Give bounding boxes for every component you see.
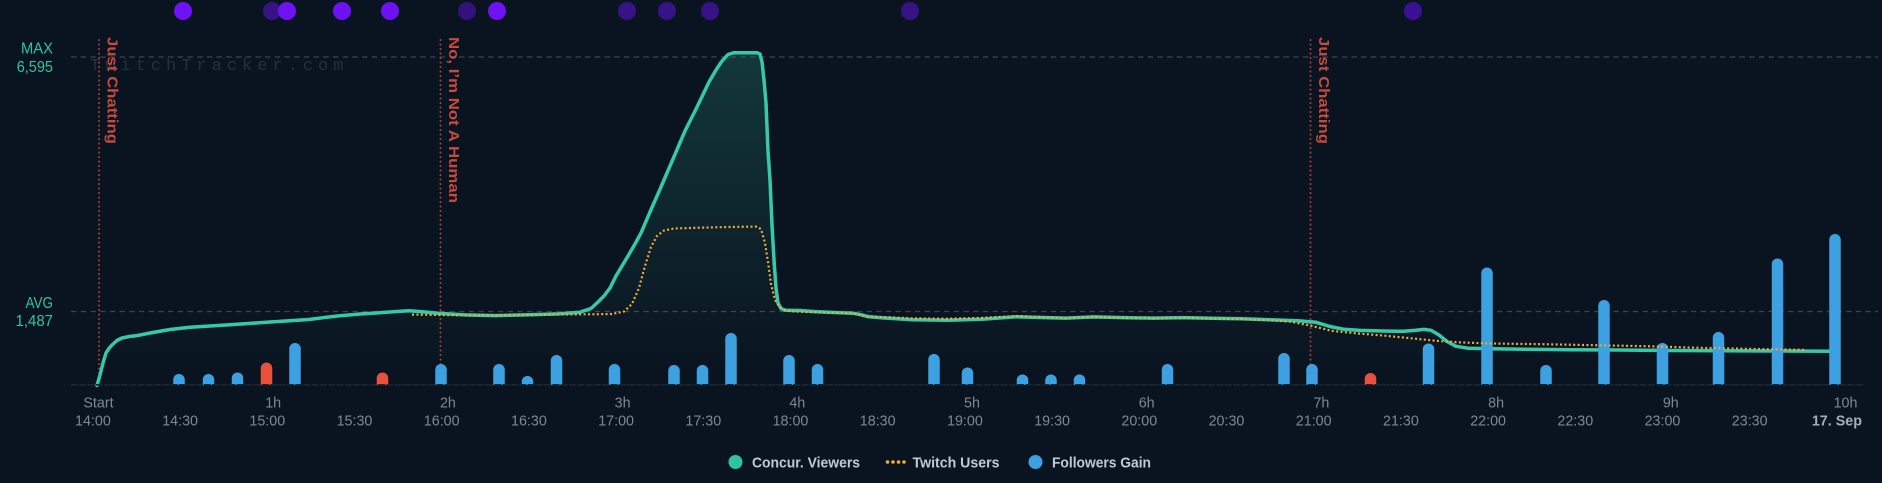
svg-text:1h: 1h — [265, 396, 281, 412]
svg-text:TwitchTracker.com: TwitchTracker.com — [90, 57, 348, 76]
svg-text:6h: 6h — [1139, 396, 1155, 412]
svg-text:7h: 7h — [1313, 396, 1329, 412]
svg-text:2h: 2h — [440, 396, 456, 412]
svg-text:23:30: 23:30 — [1732, 414, 1768, 430]
svg-text:Twitch Users: Twitch Users — [913, 456, 1000, 472]
svg-text:Concur. Viewers: Concur. Viewers — [752, 456, 860, 472]
svg-text:15:30: 15:30 — [337, 414, 373, 430]
svg-text:6,595: 6,595 — [17, 59, 53, 76]
svg-text:1,487: 1,487 — [16, 313, 54, 330]
svg-text:5h: 5h — [964, 396, 980, 412]
svg-text:19:30: 19:30 — [1034, 414, 1070, 430]
svg-text:23:00: 23:00 — [1645, 414, 1681, 430]
svg-text:22:00: 22:00 — [1470, 414, 1506, 430]
svg-text:Start: Start — [83, 396, 113, 412]
svg-text:18:00: 18:00 — [773, 414, 809, 430]
svg-text:16:30: 16:30 — [511, 414, 547, 430]
svg-text:No, I’m Not A Human: No, I’m Not A Human — [445, 37, 462, 203]
svg-text:21:30: 21:30 — [1383, 414, 1419, 430]
svg-text:AVG: AVG — [26, 295, 54, 312]
svg-text:MAX: MAX — [21, 41, 54, 58]
svg-text:3h: 3h — [615, 396, 631, 412]
svg-text:16:00: 16:00 — [424, 414, 460, 430]
svg-text:20:30: 20:30 — [1209, 414, 1245, 430]
svg-text:Followers Gain: Followers Gain — [1052, 456, 1151, 472]
svg-text:22:30: 22:30 — [1557, 414, 1593, 430]
svg-text:18:30: 18:30 — [860, 414, 896, 430]
svg-text:15:00: 15:00 — [249, 414, 285, 430]
svg-text:8h: 8h — [1488, 396, 1504, 412]
svg-text:9h: 9h — [1663, 396, 1679, 412]
svg-text:Just Chatting: Just Chatting — [104, 37, 121, 144]
svg-text:4h: 4h — [789, 396, 805, 412]
svg-text:14:00: 14:00 — [75, 414, 111, 430]
svg-text:17:30: 17:30 — [685, 414, 721, 430]
svg-text:20:00: 20:00 — [1121, 414, 1157, 430]
svg-text:14:30: 14:30 — [162, 414, 198, 430]
svg-text:17. Sep: 17. Sep — [1812, 414, 1862, 430]
svg-text:17:00: 17:00 — [598, 414, 634, 430]
svg-text:Just Chatting: Just Chatting — [1315, 37, 1332, 144]
svg-text:19:00: 19:00 — [947, 414, 983, 430]
svg-text:21:00: 21:00 — [1296, 414, 1332, 430]
svg-text:10h: 10h — [1834, 396, 1858, 412]
